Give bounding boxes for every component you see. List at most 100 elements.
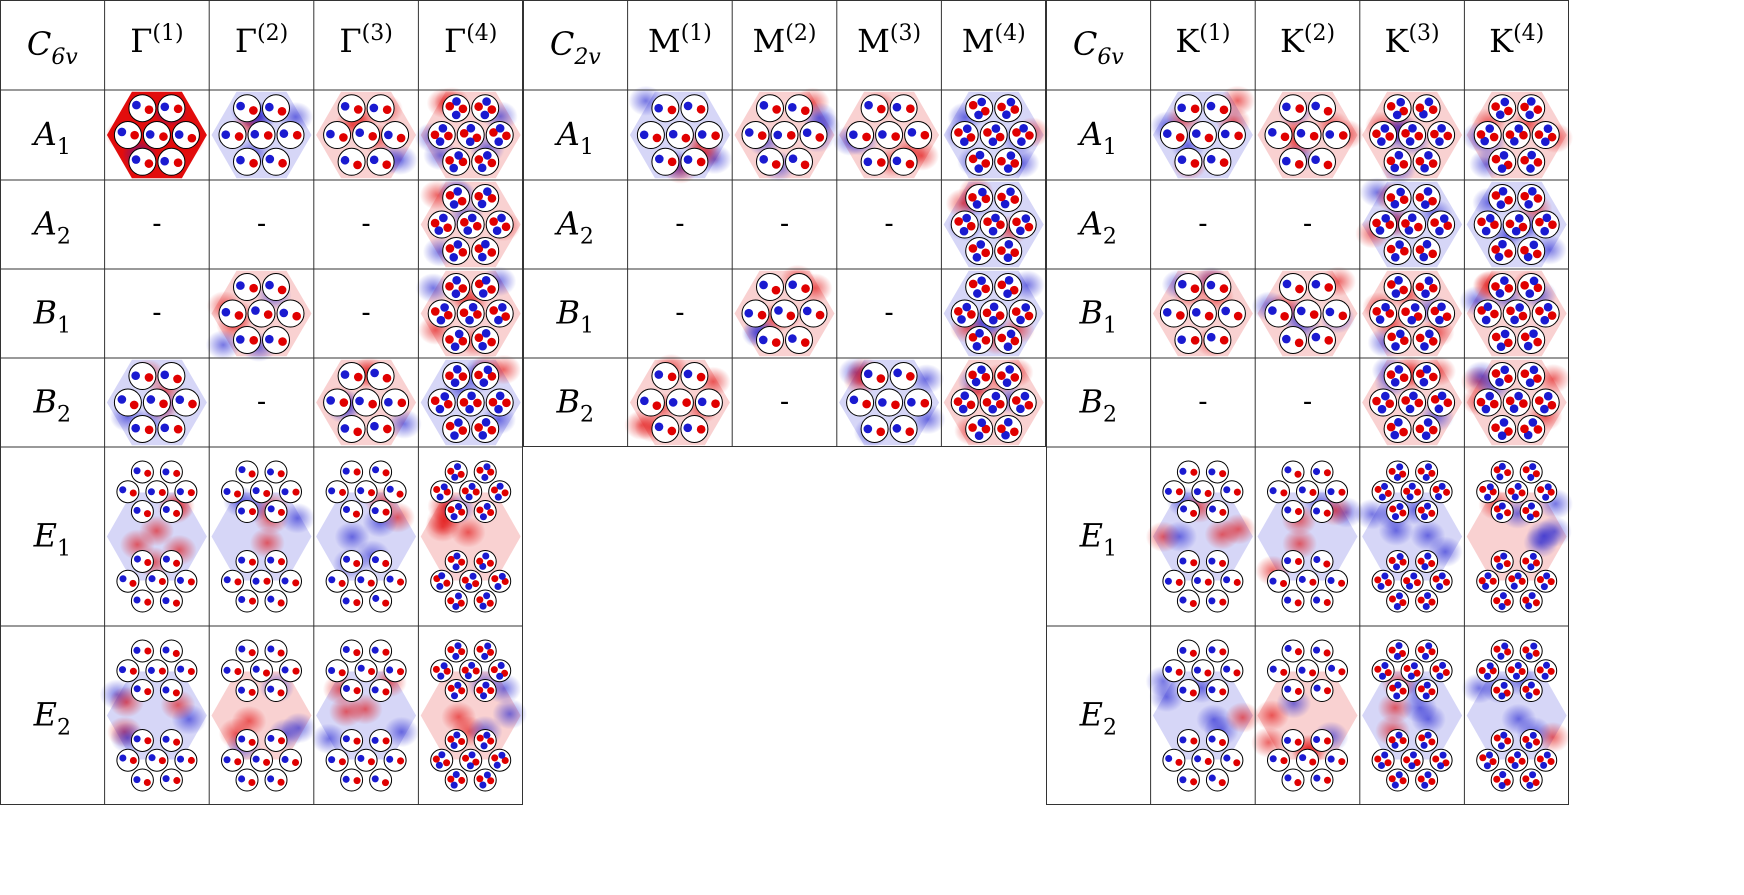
mode-lobe [744,308,754,318]
mode-lobe [172,649,180,657]
rod-outline [130,768,154,792]
rod-outline [430,748,454,772]
mode-lobe [1403,756,1411,764]
mode-lobe [466,123,476,133]
mode-lobe [652,401,662,410]
mode-lobe [1395,592,1403,600]
rod-outline [785,325,813,354]
mode-lobe [1505,219,1515,229]
rod-circle [680,94,708,122]
rod-outline [444,768,468,792]
rod-outline [1415,639,1439,663]
mode-lobe [162,735,170,743]
mode-lobe [162,775,170,783]
mode-lobe [1512,672,1520,680]
mode-lobe [472,221,482,231]
mode-lobe [968,332,978,342]
mode-lobe [1190,559,1198,567]
mode-lobe [1380,391,1390,401]
rod-outline [1281,589,1305,613]
mode-lobe [1389,505,1397,513]
rod-circle [355,749,378,772]
mode-lobe [490,666,498,674]
mode-lobe [1221,306,1230,316]
mode-lobe [173,424,183,434]
rod-circle [369,679,392,702]
rod-outline [1308,94,1336,123]
rod-outline [444,679,468,703]
rod-outline [340,728,364,752]
mode-lobe [147,666,155,674]
rod-circle [384,749,407,772]
mode-lobe [382,373,392,383]
mode-lobe [1434,493,1443,501]
mode-lobe [1175,578,1183,586]
mode-profile [1459,270,1567,357]
mode-lobe [1491,423,1500,432]
mode-lobe [977,365,986,374]
mode-lobe [1338,668,1346,676]
field-lobe [1220,513,1256,545]
rod-circle [233,273,261,301]
mode-lobe [1493,555,1501,563]
mode-lobe [252,487,260,495]
rod-outline [456,299,485,328]
mode-lobe [479,562,487,570]
mode-lobe [487,337,496,347]
mode-lobe [1523,252,1533,262]
mode-lobe [342,645,350,653]
rod-outline [1415,589,1439,613]
rod-outline [950,299,979,328]
mode-lobe [1509,404,1519,414]
mode-lobe [981,159,991,168]
rod-outline [1427,388,1456,417]
mode-lobe [396,490,404,498]
mode-lobe [1399,599,1407,607]
rod-outline [1488,184,1517,213]
mode-profile [1466,460,1573,613]
mode-lobe [1415,333,1425,343]
rod-outline [485,121,514,149]
mode-lobe [1377,761,1385,770]
mode-lobe [1486,483,1494,491]
mode-lobe [1414,222,1423,232]
mode-lobe [1491,332,1501,342]
rod-outline [488,748,512,772]
rod-outline [174,569,198,593]
mode-lobe [1504,338,1513,348]
rod-outline [1412,94,1441,123]
mode-lobe [237,686,246,694]
mode-lobe [1219,105,1229,115]
mode-lobe [1430,129,1439,139]
mode-lobe [249,283,258,293]
mode-lobe [1439,751,1447,759]
rod-outline [1400,659,1424,683]
rod-outline [651,414,680,443]
mode-lobe [1269,755,1277,763]
rod-circle [890,94,918,122]
mode-lobe [1403,487,1411,495]
mode-lobe [1518,667,1526,675]
mode-lobe [971,377,981,387]
mode-lobe [966,133,976,142]
rod-outline [130,589,154,613]
rod-circle [1415,460,1438,483]
mode-lobe [786,131,796,140]
group-label: C6v [27,25,78,70]
mode-lobe [454,592,462,600]
mode-lobe [144,688,152,696]
empty-cell-dash: - [257,386,266,417]
rod-circle [1325,480,1348,503]
rod-outline [680,414,709,443]
field-lobe [386,409,422,439]
mode-lobe [1523,341,1533,351]
rod-outline [799,121,828,149]
mode-lobe [1419,252,1429,262]
mode-lobe [1497,431,1507,441]
rod-outline [1279,325,1307,354]
mode-lobe [989,302,999,312]
rod-outline [459,569,483,593]
mode-lobe [234,668,242,676]
mode-lobe [1547,311,1557,320]
rod-outline [1534,480,1558,504]
